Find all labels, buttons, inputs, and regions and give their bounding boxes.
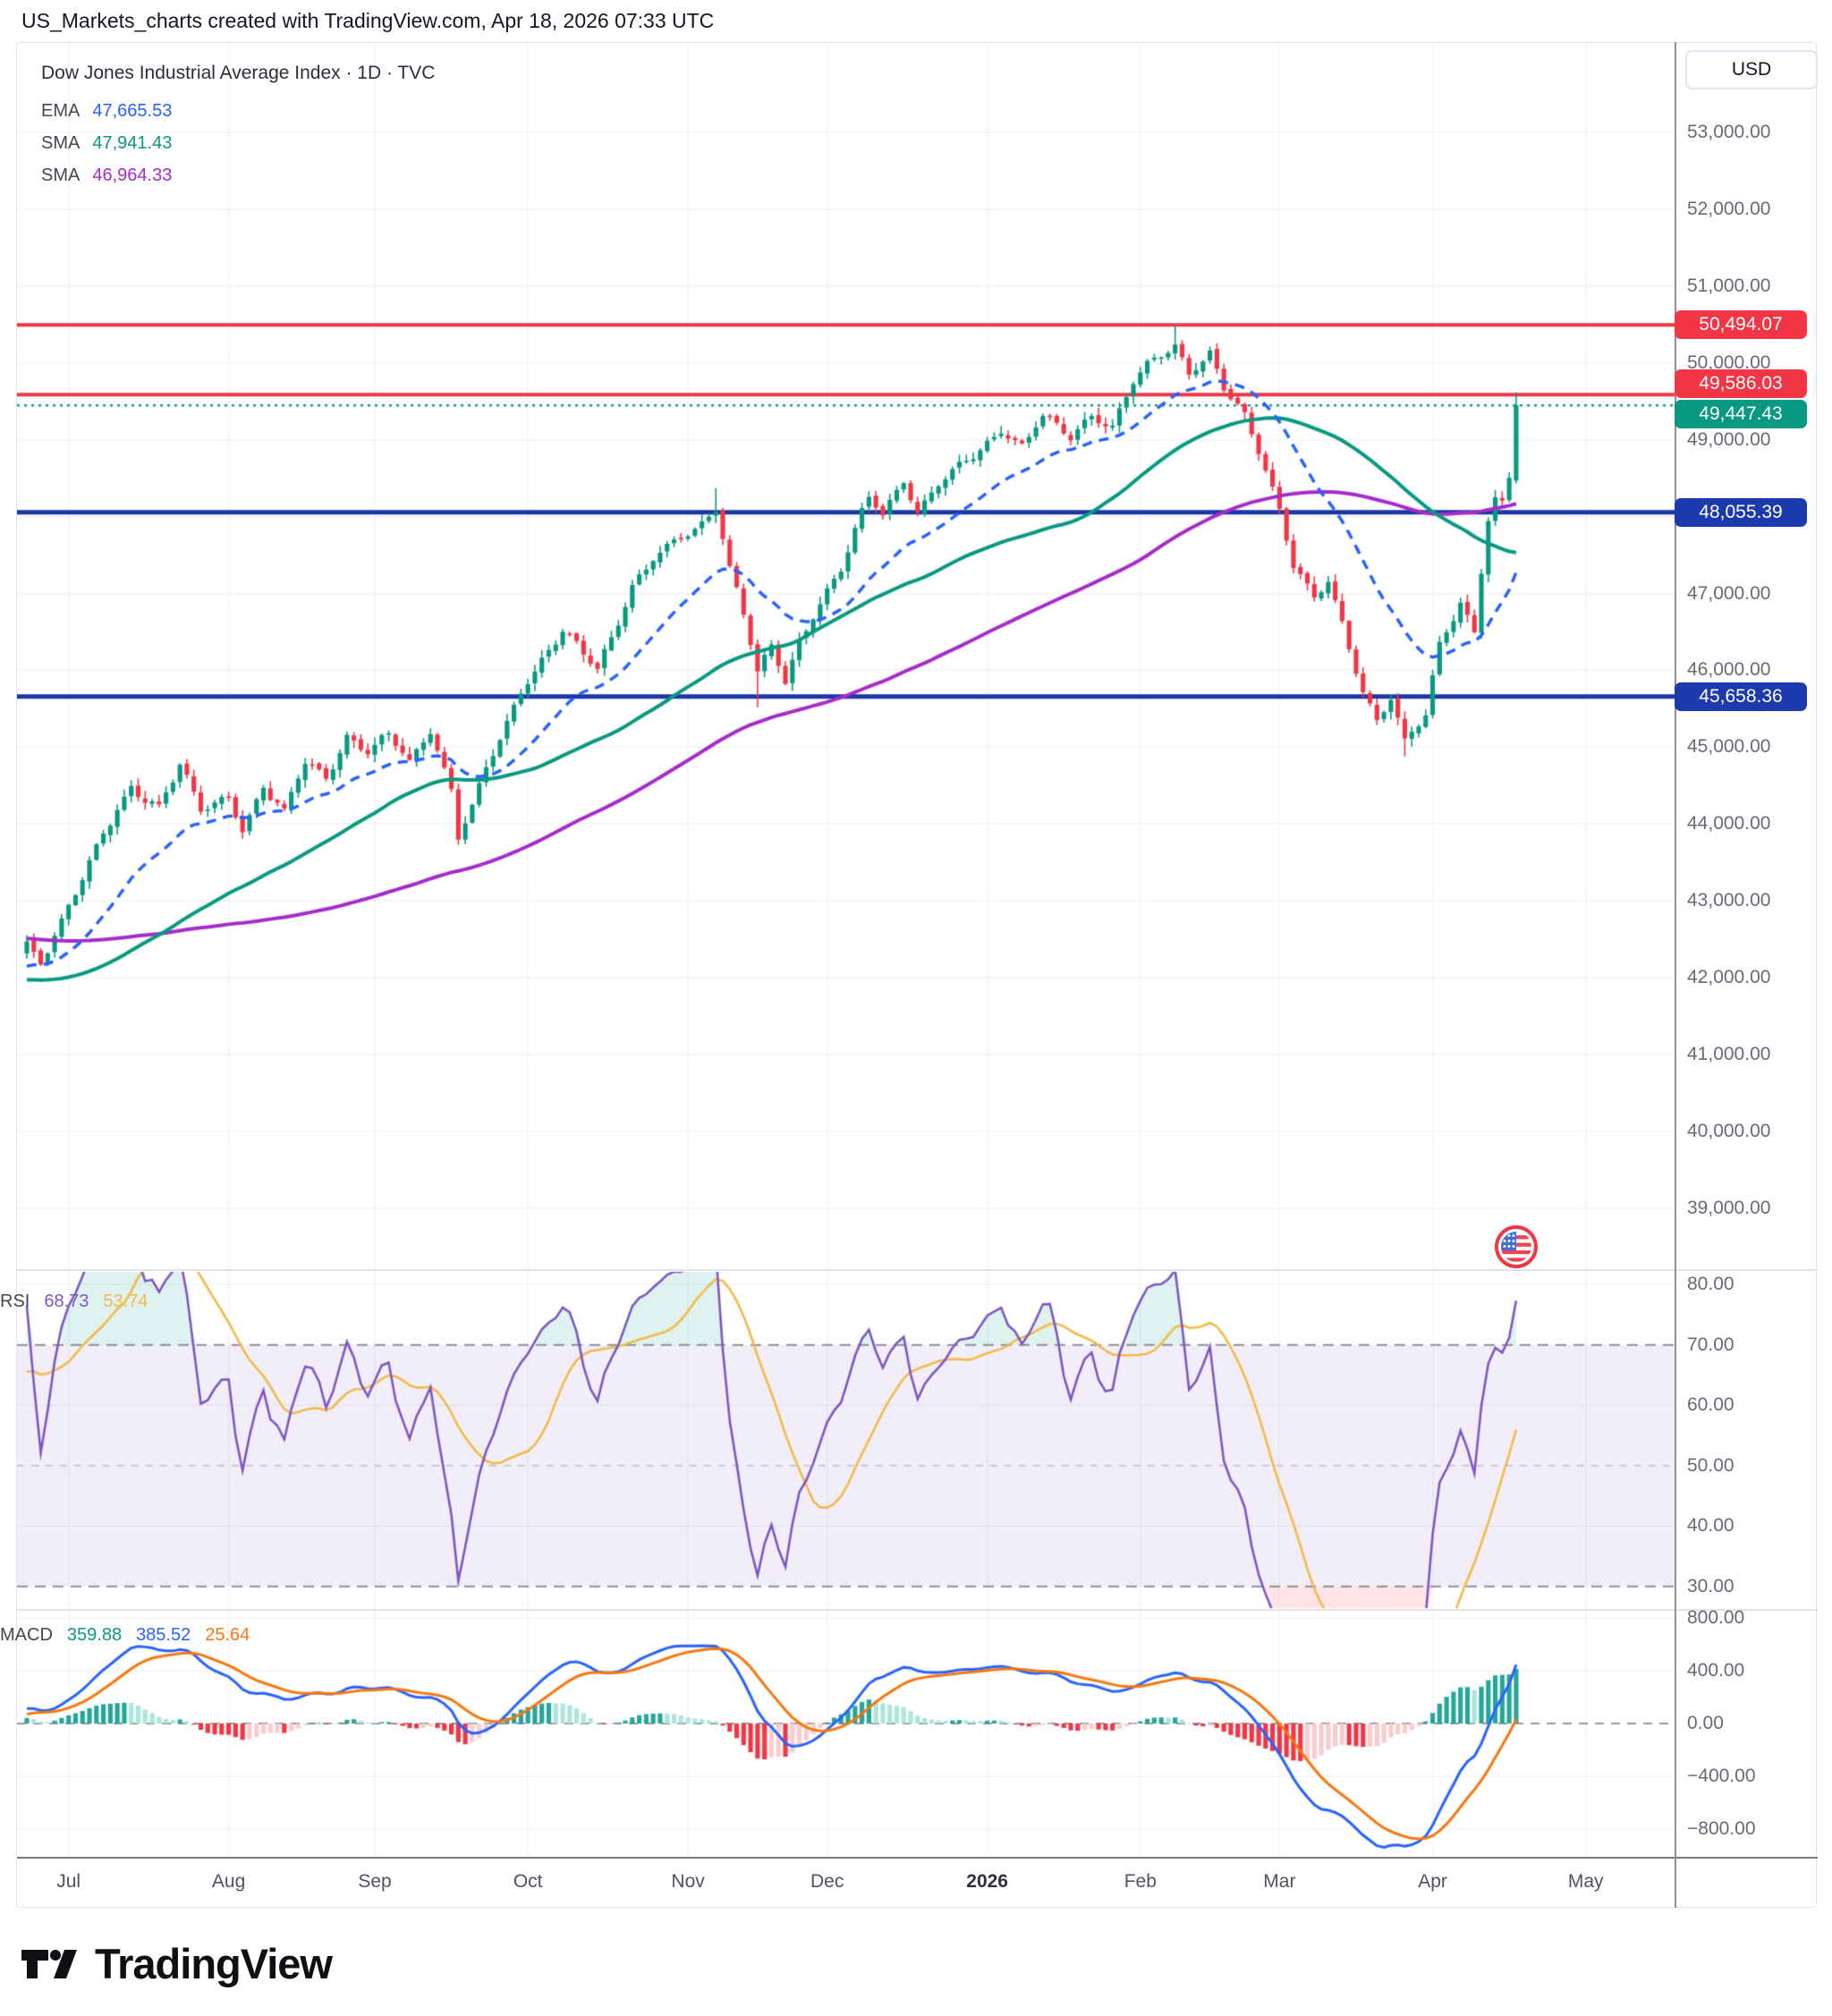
legend-row-ema[interactable]: EMA 47,665.53	[41, 95, 435, 127]
sma-slow-value: 46,964.33	[92, 165, 173, 185]
brand-wordmark: TradingView	[95, 1940, 333, 1987]
time-tick-aug[interactable]: Aug	[211, 1871, 246, 1892]
pane-separator-price-rsi[interactable]	[17, 1269, 1818, 1271]
price-tick-label: 44,000.00	[1687, 813, 1771, 834]
currency-toggle-button[interactable]: USD	[1685, 50, 1818, 89]
ema-value: 47,665.53	[92, 100, 173, 121]
macd-tick-label: −800.00	[1687, 1818, 1756, 1840]
time-tick-jul[interactable]: Jul	[56, 1871, 81, 1892]
rsi-tick-label: 60.00	[1687, 1394, 1734, 1416]
ema-label: EMA	[41, 100, 81, 121]
rsi-tick-label: 80.00	[1687, 1274, 1734, 1295]
pane-separator-rsi-macd[interactable]	[17, 1609, 1818, 1611]
time-tick-mar[interactable]: Mar	[1263, 1871, 1296, 1892]
sma-fast-value: 47,941.43	[92, 132, 173, 153]
sma-fast-label: SMA	[41, 132, 81, 153]
time-tick-may[interactable]: May	[1567, 1871, 1604, 1892]
time-tick-sep[interactable]: Sep	[358, 1871, 392, 1892]
sma-slow-label: SMA	[41, 165, 81, 185]
price-tick-label: 45,000.00	[1687, 736, 1771, 758]
price-axis-line	[1675, 42, 1676, 1908]
macd-legend[interactable]: MACD 359.88 385.52 25.64	[0, 1625, 250, 1646]
price-level-tag: 50,494.07	[1675, 310, 1807, 340]
macd-line-value: 385.52	[136, 1625, 191, 1645]
price-tick-label: 41,000.00	[1687, 1044, 1771, 1065]
us-flag-icon[interactable]	[1494, 1225, 1538, 1268]
legend-row-sma-slow[interactable]: SMA 46,964.33	[41, 159, 435, 191]
time-tick-feb[interactable]: Feb	[1124, 1871, 1157, 1892]
macd-tick-label: 400.00	[1687, 1659, 1745, 1681]
macd-label: MACD	[0, 1625, 53, 1645]
macd-tick-label: 0.00	[1687, 1712, 1724, 1733]
rsi-label: RSI	[0, 1292, 30, 1311]
price-tick-label: 47,000.00	[1687, 582, 1771, 604]
rsi-tick-label: 30.00	[1687, 1575, 1734, 1597]
tradingview-logo[interactable]: TradingView	[21, 1939, 333, 1988]
macd-histogram-value: 359.88	[66, 1625, 123, 1645]
time-tick-2026[interactable]: 2026	[966, 1871, 1008, 1892]
macd-tick-label: 800.00	[1687, 1606, 1745, 1628]
price-tick-label: 49,000.00	[1687, 428, 1771, 450]
price-tick-label: 46,000.00	[1687, 659, 1771, 681]
rsi-value: 68.73	[44, 1292, 89, 1311]
time-tick-dec[interactable]: Dec	[810, 1871, 844, 1892]
legend-row-sma-fast[interactable]: SMA 47,941.43	[41, 127, 435, 159]
chart-canvas[interactable]	[17, 43, 1675, 1858]
rsi-tick-label: 50.00	[1687, 1454, 1734, 1476]
price-level-tag: 48,055.39	[1675, 497, 1807, 527]
macd-signal-value: 25.64	[205, 1625, 250, 1645]
time-tick-apr[interactable]: Apr	[1418, 1871, 1447, 1892]
symbol-title[interactable]: Dow Jones Industrial Average Index · 1D …	[41, 63, 436, 83]
price-tick-label: 39,000.00	[1687, 1198, 1771, 1219]
rsi-tick-label: 40.00	[1687, 1515, 1734, 1537]
time-tick-oct[interactable]: Oct	[513, 1871, 543, 1892]
price-tick-label: 53,000.00	[1687, 121, 1771, 142]
tradingview-mark-icon	[21, 1949, 77, 1978]
rsi-ma-value: 53.74	[103, 1292, 148, 1311]
price-level-tag: 49,447.43	[1675, 400, 1807, 429]
price-legend: Dow Jones Industrial Average Index · 1D …	[41, 63, 435, 191]
price-level-tag: 45,658.36	[1675, 682, 1807, 711]
rsi-legend[interactable]: RSI 68.73 53.74	[0, 1292, 148, 1312]
price-tick-label: 52,000.00	[1687, 198, 1771, 219]
price-tick-label: 43,000.00	[1687, 890, 1771, 911]
price-tick-label: 50,000.00	[1687, 352, 1771, 373]
price-tick-label: 42,000.00	[1687, 967, 1771, 988]
price-tick-label: 40,000.00	[1687, 1121, 1771, 1142]
time-axis-separator	[17, 1857, 1818, 1859]
time-tick-nov[interactable]: Nov	[671, 1871, 705, 1892]
rsi-tick-label: 70.00	[1687, 1334, 1734, 1355]
macd-tick-label: −400.00	[1687, 1766, 1756, 1786]
price-level-tag: 49,586.03	[1675, 369, 1807, 399]
price-tick-label: 51,000.00	[1687, 275, 1771, 296]
page-title: US_Markets_charts created with TradingVi…	[21, 9, 715, 32]
